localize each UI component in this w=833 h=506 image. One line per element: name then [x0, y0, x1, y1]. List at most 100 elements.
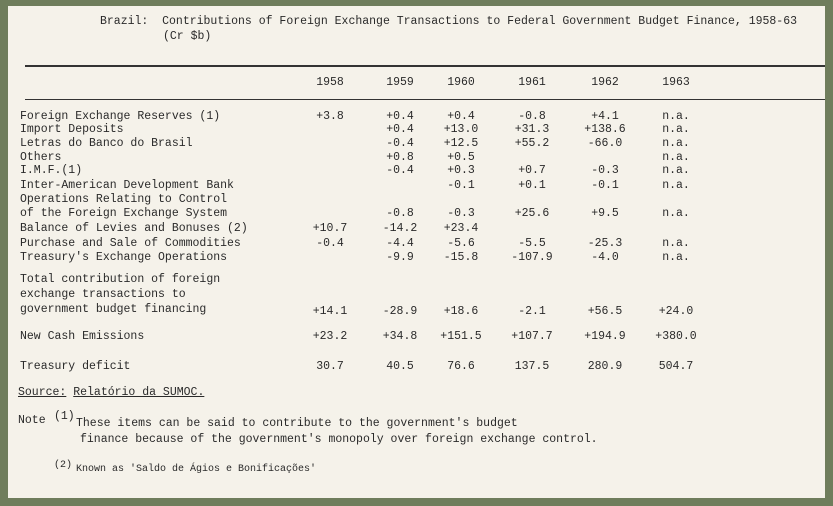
note-label: Note — [18, 414, 46, 427]
title: Brazil: Contributions of Foreign Exchang… — [100, 15, 798, 28]
cell: -2.1 — [518, 305, 546, 318]
cell: +23.4 — [443, 222, 479, 235]
row-label: Letras do Banco do Brasil — [20, 137, 193, 150]
cell: +14.1 — [312, 305, 348, 318]
row-label: Purchase and Sale of Commodities — [20, 237, 241, 250]
cell: -9.9 — [386, 251, 414, 264]
cell: -4.4 — [386, 237, 414, 250]
cell: -5.6 — [447, 237, 475, 250]
cell: +4.1 — [591, 110, 619, 123]
cell: -107.9 — [511, 251, 553, 264]
cell: 30.7 — [316, 360, 344, 373]
row-label: Others — [20, 151, 62, 164]
note-text: These items can be said to contribute to… — [76, 417, 518, 430]
cell: n.a. — [662, 237, 690, 250]
cell: +151.5 — [440, 330, 482, 343]
cell: n.a. — [662, 179, 690, 192]
cell: -28.9 — [382, 305, 418, 318]
rule — [25, 65, 825, 67]
cell: +138.6 — [584, 123, 626, 136]
cell: +0.4 — [447, 110, 475, 123]
cell: n.a. — [662, 151, 690, 164]
cell: 504.7 — [658, 360, 694, 373]
column-header: 1963 — [662, 76, 690, 89]
cell: +12.5 — [443, 137, 479, 150]
row-label: government budget financing — [20, 303, 207, 316]
cell: 76.6 — [447, 360, 475, 373]
cell: +3.8 — [316, 110, 344, 123]
note-marker: (2) — [54, 460, 73, 471]
cell: +0.4 — [386, 123, 414, 136]
row-label: New Cash Emissions — [20, 330, 145, 343]
cell: +0.7 — [518, 164, 546, 177]
document: Brazil: Contributions of Foreign Exchang… — [8, 6, 825, 498]
note-text: Known as 'Saldo de Ágios e Bonificações' — [76, 464, 317, 475]
cell: -14.2 — [382, 222, 418, 235]
row-label: Import Deposits — [20, 123, 124, 136]
source-text: Relatório da SUMOC. — [73, 386, 205, 399]
cell: n.a. — [662, 164, 690, 177]
cell: -0.4 — [316, 237, 344, 250]
row-label: I.M.F.(1) — [20, 164, 83, 177]
column-header: 1958 — [316, 76, 344, 89]
cell: -5.5 — [518, 237, 546, 250]
column-header: 1961 — [518, 76, 546, 89]
cell: -0.1 — [591, 179, 619, 192]
cell: +34.8 — [382, 330, 418, 343]
row-label: Total contribution of foreign — [20, 273, 221, 286]
cell: +56.5 — [587, 305, 623, 318]
cell: +0.5 — [447, 151, 475, 164]
cell: 137.5 — [514, 360, 550, 373]
cell: +31.3 — [514, 123, 550, 136]
cell: +107.7 — [511, 330, 553, 343]
row-label: Treasury deficit — [20, 360, 131, 373]
cell: -0.3 — [591, 164, 619, 177]
cell: +0.8 — [386, 151, 414, 164]
row-label: Inter-American Development Bank — [20, 179, 234, 192]
cell: +0.4 — [386, 110, 414, 123]
cell: -4.0 — [591, 251, 619, 264]
note-text: finance because of the government's mono… — [80, 433, 598, 446]
source-label: Source: Relatório da SUMOC. — [18, 386, 204, 400]
cell: +55.2 — [514, 137, 550, 150]
note-marker: (1) — [54, 410, 75, 423]
cell: -66.0 — [587, 137, 623, 150]
unit: (Cr $b) — [163, 30, 212, 43]
row-label: Balance of Levies and Bonuses (2) — [20, 222, 248, 235]
cell: 280.9 — [587, 360, 623, 373]
column-header: 1960 — [447, 76, 475, 89]
cell: +13.0 — [443, 123, 479, 136]
cell: +0.1 — [518, 179, 546, 192]
cell: +380.0 — [655, 330, 697, 343]
cell: +25.6 — [514, 207, 550, 220]
cell: n.a. — [662, 137, 690, 150]
cell: n.a. — [662, 110, 690, 123]
source-label-text: Source: — [18, 386, 67, 399]
cell: +10.7 — [312, 222, 348, 235]
cell: -15.8 — [443, 251, 479, 264]
cell: +23.2 — [312, 330, 348, 343]
column-header: 1959 — [386, 76, 414, 89]
cell: -0.4 — [386, 164, 414, 177]
cell: -0.3 — [447, 207, 475, 220]
cell: n.a. — [662, 123, 690, 136]
cell: +194.9 — [584, 330, 626, 343]
cell: -0.8 — [518, 110, 546, 123]
cell: n.a. — [662, 251, 690, 264]
cell: +24.0 — [658, 305, 694, 318]
cell: +9.5 — [591, 207, 619, 220]
row-label: exchange transactions to — [20, 288, 186, 301]
cell: -0.1 — [447, 179, 475, 192]
cell: -0.8 — [386, 207, 414, 220]
row-label: Treasury's Exchange Operations — [20, 251, 228, 264]
row-label: Foreign Exchange Reserves (1) — [20, 110, 221, 123]
row-label: Operations Relating to Control — [20, 193, 228, 206]
cell: -0.4 — [386, 137, 414, 150]
cell: +18.6 — [443, 305, 479, 318]
cell: +0.3 — [447, 164, 475, 177]
column-header: 1962 — [591, 76, 619, 89]
cell: -25.3 — [587, 237, 623, 250]
cell: 40.5 — [386, 360, 414, 373]
row-label: of the Foreign Exchange System — [20, 207, 228, 220]
